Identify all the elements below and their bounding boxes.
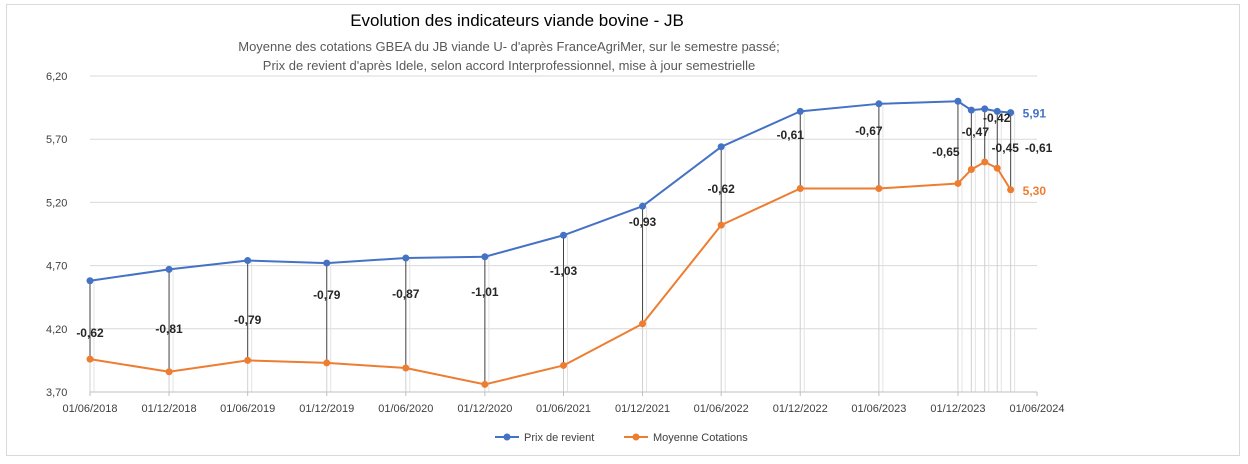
series-group	[86, 97, 1015, 388]
chart-subtitle-line-1: Moyenne des cotations GBEA du JB viande …	[238, 39, 780, 54]
series-line-1	[89, 160, 1012, 386]
series-point-1	[875, 184, 883, 192]
difference-label: -0,67	[855, 124, 883, 138]
series-point-1	[639, 320, 647, 328]
y-tick-label: 6,20	[46, 71, 67, 83]
difference-label: -0,62	[708, 182, 736, 196]
difference-label: -0,81	[155, 322, 183, 336]
series-point-1	[967, 166, 975, 174]
x-tick-label: 01/12/2021	[615, 403, 670, 415]
series-point-1	[165, 368, 173, 376]
y-tick-label: 5,70	[46, 134, 67, 146]
series-point-0	[639, 202, 647, 210]
series-point-1	[244, 356, 252, 364]
x-tick-label: 01/12/2023	[930, 403, 985, 415]
x-tick-label: 01/06/2022	[694, 403, 749, 415]
difference-label: -1,03	[550, 264, 578, 278]
chart-title: Evolution des indicateurs viande bovine …	[350, 11, 684, 30]
series-point-0	[165, 265, 173, 273]
series-point-1	[993, 164, 1001, 172]
x-tick-label: 01/12/2020	[457, 403, 512, 415]
series-point-0	[323, 259, 331, 267]
series-point-0	[86, 277, 94, 285]
series-line-0	[89, 100, 1011, 282]
difference-label: -0,47	[962, 125, 990, 139]
difference-label: -0,65	[932, 145, 960, 159]
chart-frame	[6, 4, 1240, 456]
series-point-1	[954, 179, 962, 187]
series-point-0	[402, 254, 410, 262]
series-point-1	[796, 184, 804, 192]
difference-label: -0,45	[992, 141, 1020, 155]
x-tick-label: 01/12/2022	[773, 403, 828, 415]
series-point-1	[1007, 186, 1015, 194]
series-end-label-1: 5,30	[1023, 184, 1047, 198]
x-tick-label: 01/06/2020	[378, 403, 433, 415]
x-tick-label: 01/06/2018	[62, 403, 117, 415]
legend-label-0: Prix de revient	[524, 432, 594, 444]
series-point-1	[323, 359, 331, 367]
series-point-1	[481, 380, 489, 388]
difference-label: -0,42	[983, 111, 1011, 125]
difference-label: -0,93	[629, 215, 657, 229]
x-tick-label: 01/06/2023	[851, 403, 906, 415]
difference-label: -1,01	[471, 285, 499, 299]
difference-label: -0,62	[76, 326, 104, 340]
y-tick-label: 4,20	[46, 324, 67, 336]
difference-label: -0,61	[777, 128, 805, 142]
y-tick-label: 4,70	[46, 261, 67, 273]
series-point-0	[1007, 109, 1015, 117]
difference-label: -0,61	[1025, 141, 1053, 155]
legend: Prix de revient Moyenne Cotations	[495, 432, 748, 444]
series-point-0	[244, 257, 252, 265]
series-point-1	[86, 355, 94, 363]
difference-label: -0,79	[234, 313, 262, 327]
legend-label-1: Moyenne Cotations	[653, 432, 748, 444]
data-labels: 5,91 5,30 -0,62 -0,81 -0,79 -0,79 -0,87 -1,01 -1…	[76, 107, 1052, 340]
series-point-0	[717, 143, 725, 151]
series-point-0	[796, 107, 804, 115]
chart-subtitle-line-2: Prix de revient d'après Idele, selon acc…	[263, 58, 755, 73]
drop-lines	[89, 101, 1016, 392]
series-point-1	[560, 361, 567, 369]
series-point-1	[717, 221, 725, 229]
series-point-0	[560, 231, 567, 239]
x-tick-label: 01/06/2021	[536, 403, 591, 415]
series-point-0	[981, 105, 989, 113]
series-point-1	[981, 158, 989, 166]
series-point-0	[967, 106, 975, 114]
difference-label: -0,79	[313, 288, 341, 302]
difference-label: -0,87	[392, 287, 420, 301]
y-tick-label: 3,70	[46, 387, 67, 399]
series-point-0	[993, 107, 1001, 115]
axes: 3,70 4,20 4,70 5,20 5,70 6,20 01/06/2018 01/12/…	[46, 71, 1065, 415]
y-tick-label: 5,20	[46, 197, 67, 209]
series-end-label-0: 5,91	[1023, 107, 1047, 121]
legend-marker-1	[632, 433, 640, 441]
x-tick-label: 01/06/2019	[220, 403, 275, 415]
x-tick-label: 01/06/2024	[1009, 403, 1064, 415]
series-point-0	[875, 100, 883, 108]
legend-marker-0	[503, 433, 511, 441]
x-tick-label: 01/12/2018	[142, 403, 197, 415]
series-point-1	[402, 364, 410, 372]
x-tick-label: 01/12/2019	[299, 403, 354, 415]
series-point-0	[481, 253, 489, 261]
series-point-0	[954, 97, 962, 105]
